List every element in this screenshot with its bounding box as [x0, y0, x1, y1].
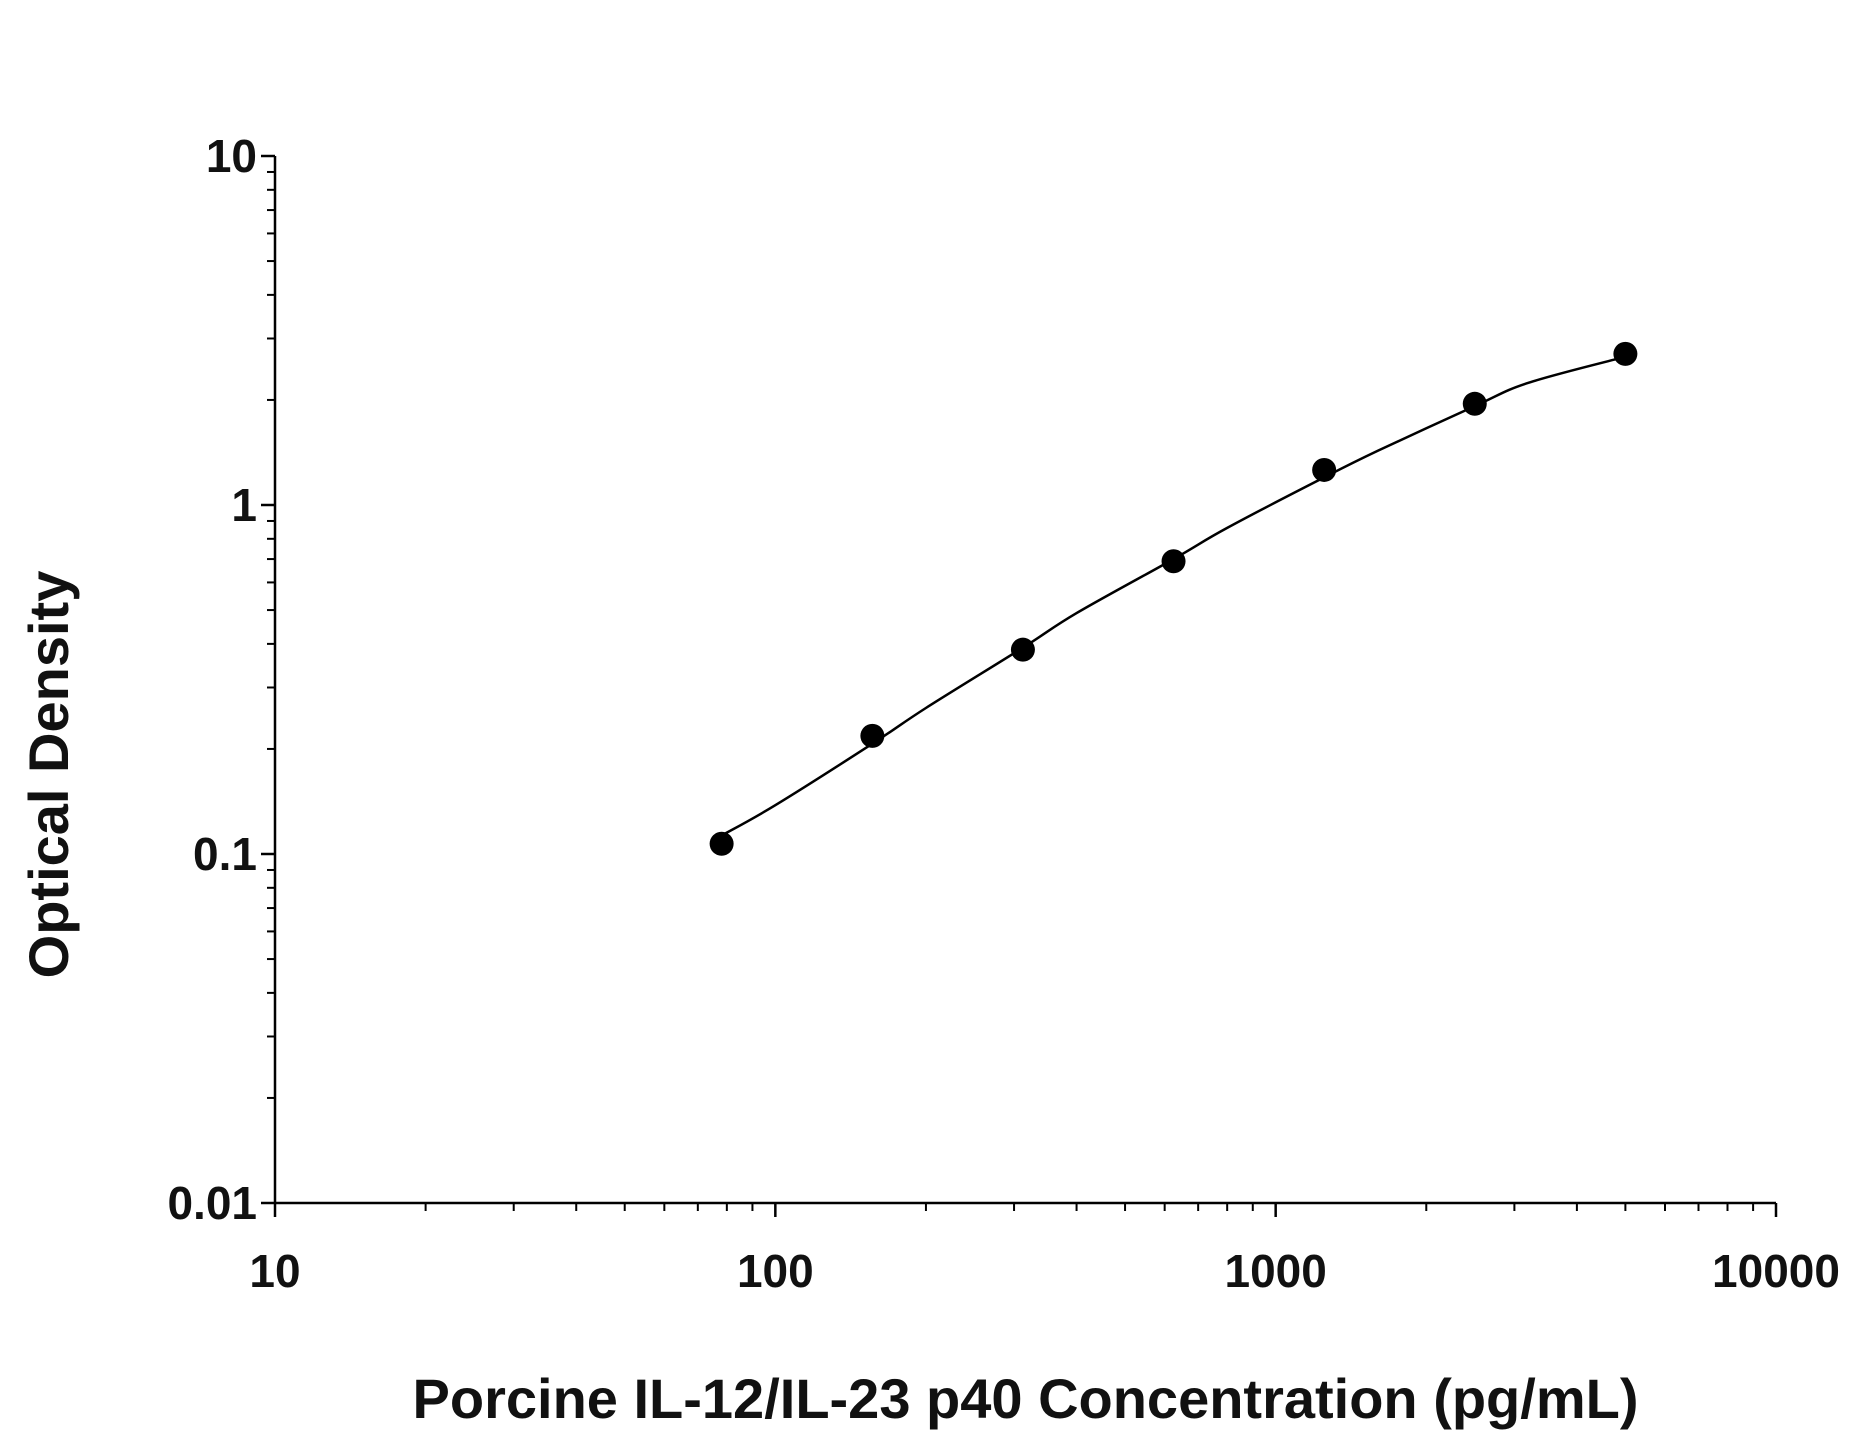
data-point — [860, 723, 885, 748]
axes — [261, 154, 1778, 1217]
y-tick-label: 0.1 — [193, 828, 257, 880]
y-major-ticks — [261, 154, 275, 1205]
x-tick-label: 10000 — [1712, 1245, 1840, 1297]
x-tick-labels: 10 100 1000 10000 — [249, 1245, 1840, 1297]
y-minor-ticks — [267, 170, 275, 1099]
x-minor-ticks — [424, 1203, 1755, 1211]
data-point — [1161, 549, 1186, 574]
x-tick-label: 10 — [249, 1245, 300, 1297]
y-tick-label: 1 — [231, 479, 257, 531]
data-points — [709, 341, 1638, 856]
y-tick-labels: 0.01 0.1 1 10 — [167, 130, 257, 1229]
y-axis-title: Optical Density — [17, 571, 80, 979]
data-point — [1010, 637, 1035, 662]
x-tick-label: 100 — [737, 1245, 814, 1297]
x-major-ticks — [273, 1203, 1778, 1217]
data-point — [1613, 341, 1638, 366]
x-tick-label: 1000 — [1224, 1245, 1326, 1297]
fit-curve-line — [720, 355, 1626, 837]
data-point — [1312, 457, 1337, 482]
y-tick-label: 0.01 — [167, 1177, 257, 1229]
x-axis-title: Porcine IL-12/IL-23 p40 Concentration (p… — [413, 1367, 1639, 1430]
data-point — [1462, 391, 1487, 416]
y-tick-label: 10 — [206, 130, 257, 182]
data-point — [709, 831, 734, 856]
